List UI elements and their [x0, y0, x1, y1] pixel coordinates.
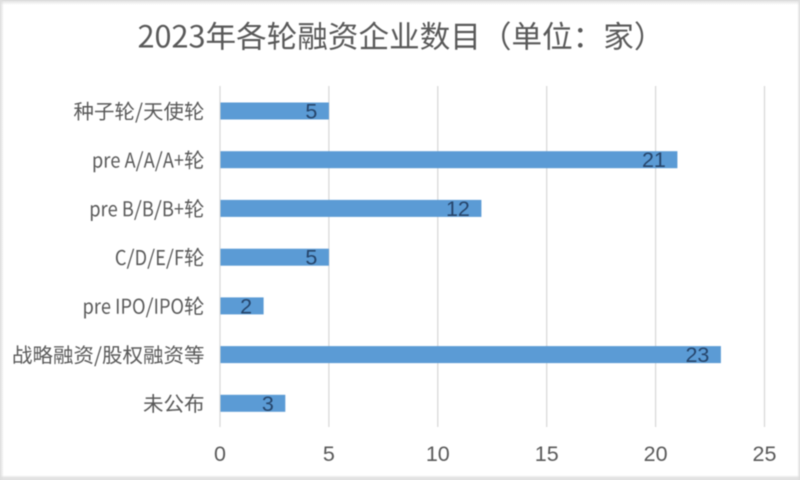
svg-text:12: 12	[446, 197, 470, 221]
svg-text:15: 15	[535, 442, 559, 466]
svg-text:5: 5	[305, 246, 317, 270]
svg-text:0: 0	[214, 442, 226, 466]
svg-text:21: 21	[642, 148, 666, 172]
svg-text:10: 10	[426, 442, 450, 466]
svg-text:23: 23	[685, 343, 709, 367]
svg-text:3: 3	[262, 392, 274, 416]
svg-text:25: 25	[753, 442, 777, 466]
svg-text:5: 5	[323, 442, 335, 466]
svg-text:5: 5	[305, 100, 317, 124]
svg-text:20: 20	[644, 442, 668, 466]
svg-text:2: 2	[240, 294, 252, 318]
